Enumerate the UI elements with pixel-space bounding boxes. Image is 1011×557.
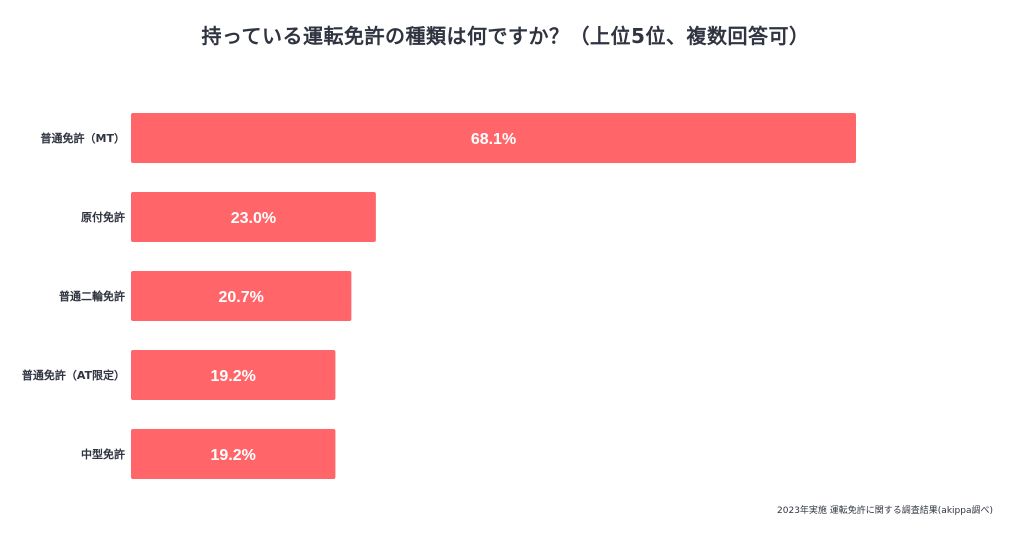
category-label-2: 原付免許 [81, 210, 125, 224]
category-label-3: 普通二輪免許 [59, 289, 125, 303]
value-label-2: 23.0% [231, 210, 276, 227]
bars-layer: 普通免許（MT） 68.1% 原付免許 23.0% 普通二輪免許 20.7% 普通免許（AT… [22, 113, 856, 479]
bar-2 [131, 192, 376, 242]
category-label-4: 普通免許（AT限定） [22, 368, 125, 382]
source-note: 2023年実施 運転免許に関する調査結果(akippa調べ) [777, 506, 993, 516]
category-label-5: 中型免許 [81, 447, 125, 461]
value-label-3: 20.7% [218, 289, 263, 306]
bar-5 [131, 429, 336, 479]
chart-title: 持っている運転免許の種類は何ですか？（上位5位、複数回答可） [201, 24, 810, 48]
value-label-5: 19.2% [211, 447, 256, 464]
bar-1 [131, 113, 856, 163]
category-label-1: 普通免許（MT） [41, 131, 125, 145]
value-label-4: 19.2% [211, 368, 256, 385]
bar-3 [131, 271, 352, 321]
value-label-1: 68.1% [471, 131, 516, 148]
bar-4 [131, 350, 336, 400]
